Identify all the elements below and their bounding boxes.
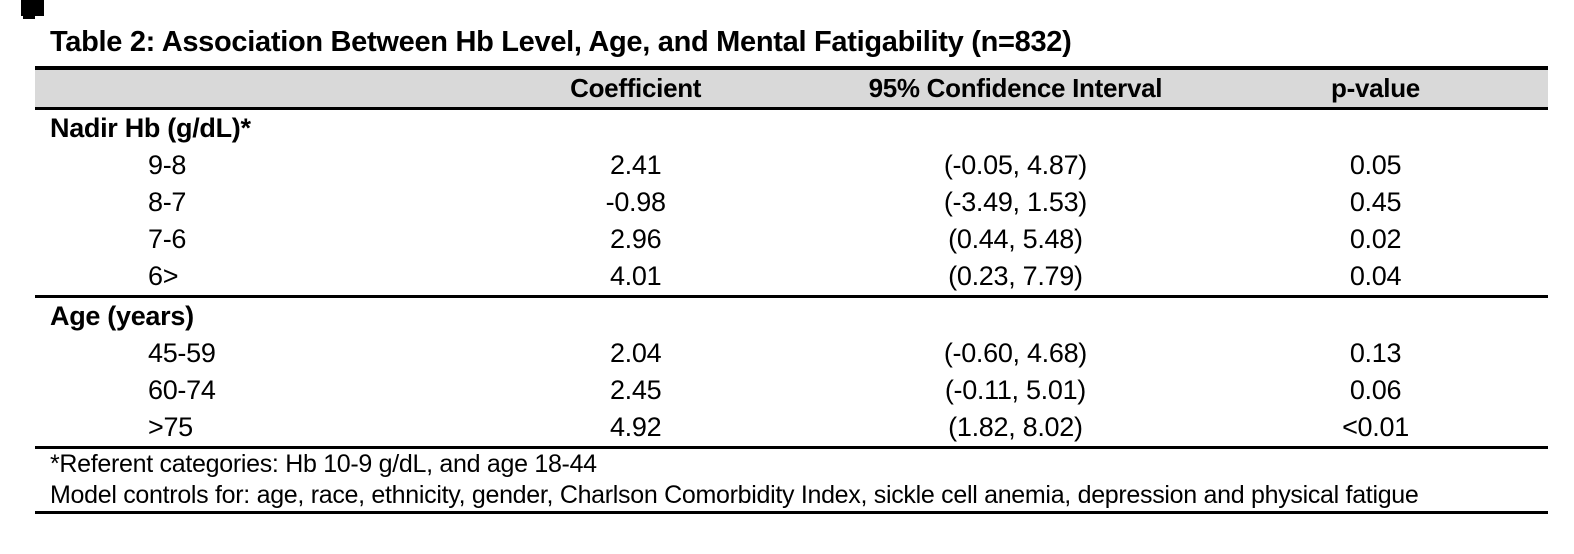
table-header: Coefficient 95% Confidence Interval p-va…	[35, 66, 1548, 110]
ci-cell: (-3.49, 1.53)	[943, 187, 1087, 217]
row-label: 6>	[148, 261, 179, 291]
row-label: 45-59	[148, 338, 216, 368]
table-body: Nadir Hb (g/dL)* 9-8 2.41 (-0.05, 4.87) …	[35, 109, 1548, 448]
footnote-referent-categories: *Referent categories: Hb 10-9 g/dL, and …	[35, 446, 1548, 480]
results-table: Coefficient 95% Confidence Interval p-va…	[35, 66, 1548, 514]
table-row: 7-6 2.96 (0.44, 5.48) 0.02	[35, 221, 1548, 258]
coefficient-cell: 2.04	[609, 338, 662, 368]
results-table-container: Coefficient 95% Confidence Interval p-va…	[35, 66, 1548, 514]
ci-cell: (1.82, 8.02)	[948, 412, 1083, 442]
row-label: 9-8	[148, 150, 187, 180]
p-value-cell: 0.04	[1349, 261, 1402, 291]
ci-cell: (-0.05, 4.87)	[943, 150, 1087, 180]
p-value-cell: 0.13	[1349, 338, 1402, 368]
table-row: 9-8 2.41 (-0.05, 4.87) 0.05	[35, 147, 1548, 184]
coefficient-cell: 2.45	[609, 375, 662, 405]
table-row: 8-7 -0.98 (-3.49, 1.53) 0.45	[35, 184, 1548, 221]
header-cell-empty	[35, 66, 444, 110]
header-row: Coefficient 95% Confidence Interval p-va…	[35, 66, 1548, 110]
section-header-row-nadir-hb: Nadir Hb (g/dL)*	[35, 109, 1548, 148]
p-value-cell: 0.06	[1349, 375, 1402, 405]
p-value-cell: 0.05	[1349, 150, 1402, 180]
section-header-label: Nadir Hb (g/dL)*	[50, 113, 251, 143]
coefficient-cell: 4.01	[609, 261, 662, 291]
coefficient-cell: 2.96	[609, 224, 662, 254]
p-value-cell: 0.02	[1349, 224, 1402, 254]
p-value-cell: 0.45	[1349, 187, 1402, 217]
empty-cell	[828, 109, 1203, 148]
coefficient-cell: 2.41	[609, 150, 662, 180]
ci-cell: (-0.60, 4.68)	[943, 338, 1087, 368]
row-label: 60-74	[148, 375, 216, 405]
coefficient-cell: 4.92	[609, 412, 662, 442]
empty-cell	[444, 109, 828, 148]
table-row: 45-59 2.04 (-0.60, 4.68) 0.13	[35, 335, 1548, 372]
table-row: 60-74 2.45 (-0.11, 5.01) 0.06	[35, 372, 1548, 409]
section-header-row-age: Age (years)	[35, 295, 1548, 335]
footnote-row: *Referent categories: Hb 10-9 g/dL, and …	[35, 446, 1548, 480]
header-cell-coefficient: Coefficient	[443, 66, 828, 110]
table-row: >75 4.92 (1.82, 8.02) <0.01	[35, 409, 1548, 448]
empty-cell	[1203, 109, 1548, 148]
p-value-cell: <0.01	[1342, 412, 1409, 442]
header-cell-p-value: p-value	[1203, 66, 1548, 110]
empty-cell	[443, 295, 828, 335]
row-label: 7-6	[148, 224, 187, 254]
table-row: 6> 4.01 (0.23, 7.79) 0.04	[35, 258, 1548, 297]
footnote-row: Model controls for: age, race, ethnicity…	[35, 480, 1548, 514]
ci-cell: (0.23, 7.79)	[948, 261, 1083, 291]
row-label: 8-7	[148, 187, 187, 217]
ci-cell: (-0.11, 5.01)	[944, 375, 1086, 405]
table-footnotes: *Referent categories: Hb 10-9 g/dL, and …	[35, 446, 1548, 514]
section-header-label: Age (years)	[35, 295, 444, 335]
page-title: Table 2: Association Between Hb Level, A…	[50, 26, 1072, 58]
ci-cell: (0.44, 5.48)	[948, 224, 1083, 254]
empty-cell	[827, 295, 1204, 335]
row-label: >75	[148, 412, 193, 442]
header-cell-ci: 95% Confidence Interval	[827, 66, 1204, 110]
empty-cell	[1203, 295, 1548, 335]
footnote-model-controls: Model controls for: age, race, ethnicity…	[35, 480, 1548, 514]
coefficient-cell: -0.98	[605, 187, 666, 217]
cropped-text-artifact	[21, 0, 44, 19]
